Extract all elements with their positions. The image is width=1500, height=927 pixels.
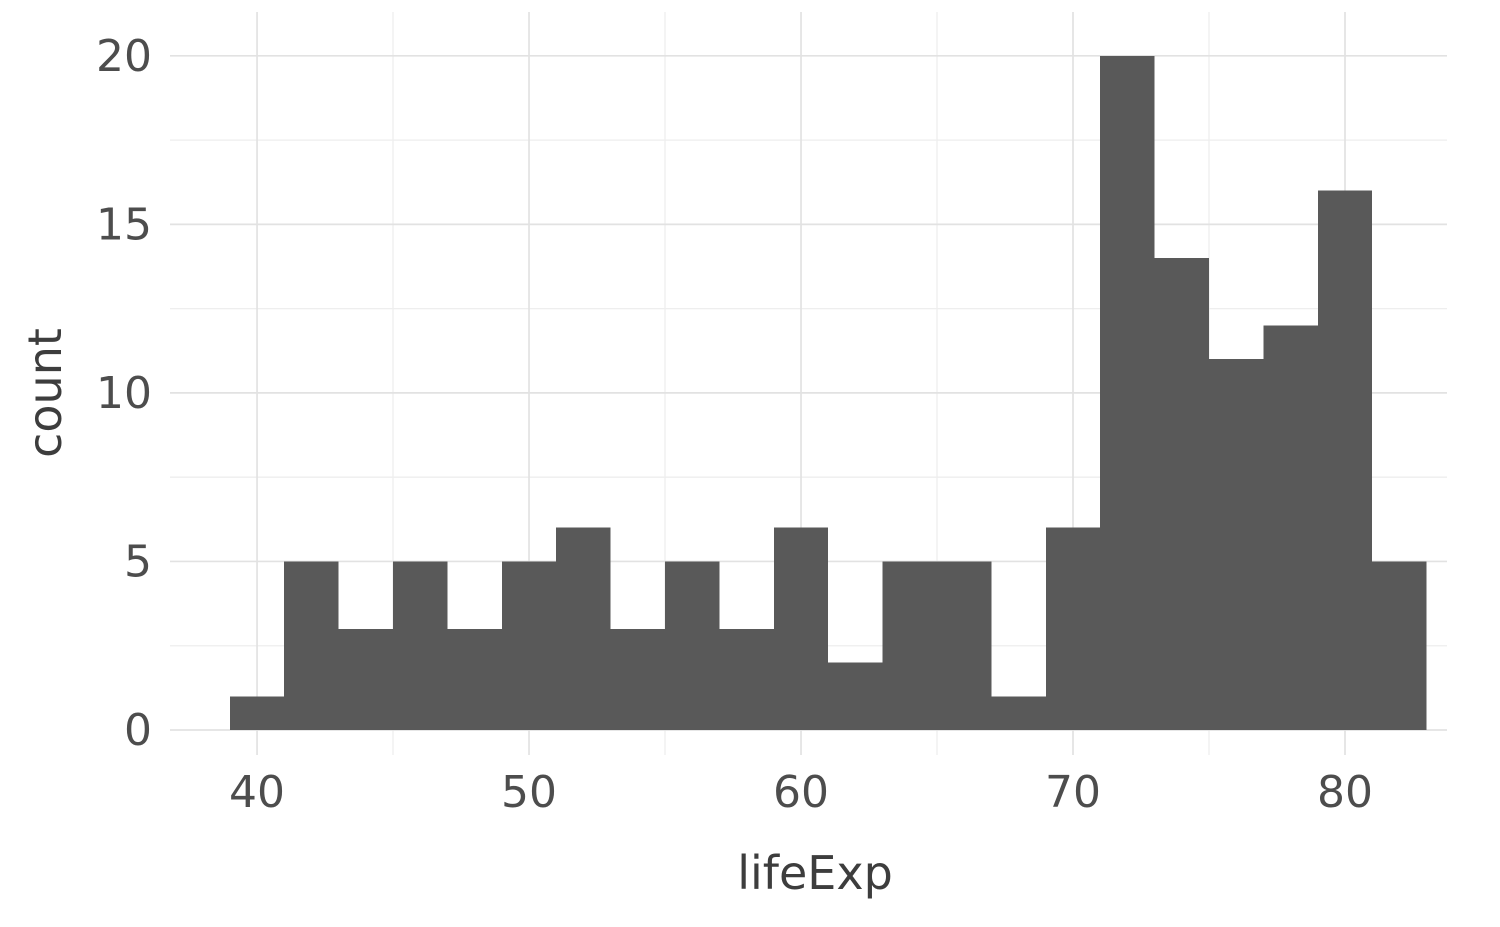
x-tick-label: 50 xyxy=(501,767,557,818)
histogram-bar xyxy=(393,561,448,730)
histogram-bar xyxy=(719,628,774,730)
histogram-bar xyxy=(773,527,829,730)
y-tick-label: 20 xyxy=(96,31,152,82)
histogram-bar xyxy=(229,696,285,730)
histogram-bar xyxy=(991,696,1046,730)
histogram-bar xyxy=(1100,55,1155,731)
y-tick-label: 15 xyxy=(96,199,152,250)
histogram-bar xyxy=(556,527,611,730)
histogram-bar xyxy=(1372,561,1427,730)
y-tick-label: 0 xyxy=(124,705,152,756)
histogram-bar xyxy=(447,628,502,730)
histogram-bar xyxy=(828,662,883,730)
x-tick-label: 80 xyxy=(1317,767,1373,818)
histogram-bar xyxy=(1154,258,1210,730)
histogram-bar xyxy=(665,561,720,730)
x-tick-label: 60 xyxy=(773,767,829,818)
histogram-bar xyxy=(501,561,557,730)
x-axis-title: lifeExp xyxy=(737,846,893,900)
y-tick-label: 10 xyxy=(96,368,152,419)
histogram-bar xyxy=(610,628,666,730)
histogram-bar xyxy=(882,561,938,730)
histogram-bar xyxy=(284,561,339,730)
histogram-bar xyxy=(1209,359,1264,730)
y-tick-label: 5 xyxy=(124,536,152,587)
histogram-bar xyxy=(338,628,394,730)
x-tick-label: 70 xyxy=(1045,767,1101,818)
y-axis-title: count xyxy=(18,328,72,458)
histogram-bar xyxy=(1263,325,1318,730)
histogram-bar xyxy=(937,561,992,730)
histogram-bar xyxy=(1317,190,1373,730)
x-tick-label: 40 xyxy=(229,767,285,818)
histogram-bar xyxy=(1045,527,1101,730)
